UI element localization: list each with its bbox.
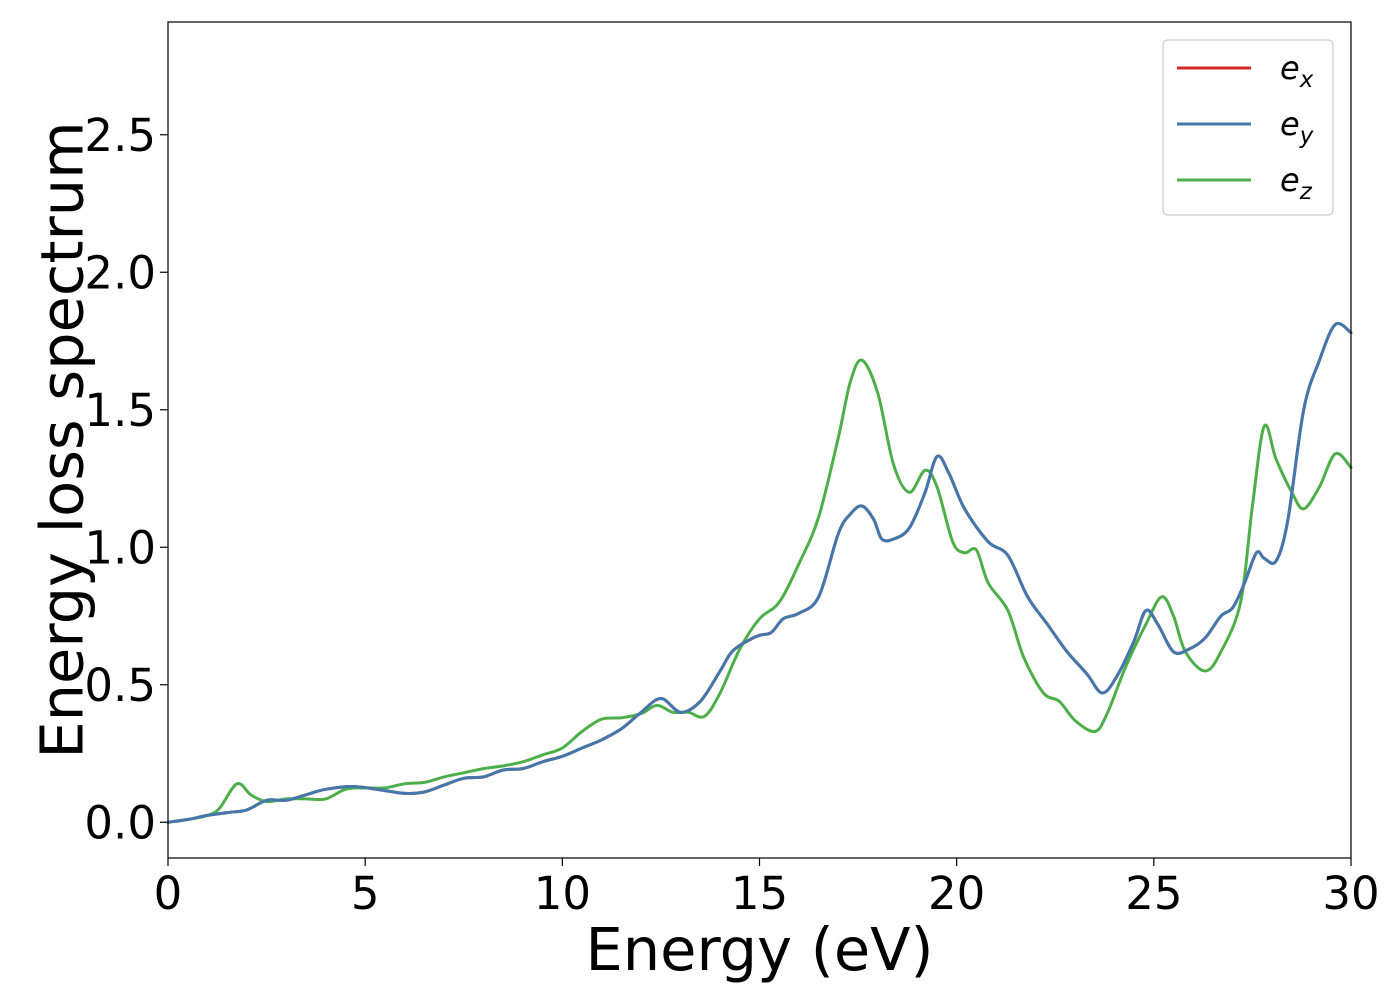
x-tick-label: 5 — [351, 867, 380, 920]
x-axis-label: Energy (eV) — [585, 915, 933, 984]
series-line-ey — [166, 321, 1353, 824]
x-tick-label: 25 — [1125, 867, 1182, 920]
x-tick-label: 10 — [534, 867, 591, 920]
x-tick-label: 30 — [1322, 867, 1379, 920]
y-axis: 0.0 0.5 1.0 1.5 2.0 2.5 — [84, 109, 168, 849]
x-axis: 0 5 10 15 20 25 30 — [154, 858, 1380, 920]
legend-label: ey — [1280, 105, 1314, 149]
series-lines — [166, 321, 1353, 824]
legend-label: ez — [1280, 161, 1313, 205]
y-tick-label: 2.0 — [84, 246, 156, 299]
y-axis-label: Energy loss spectrum — [28, 121, 97, 758]
legend-label: ex — [1280, 49, 1314, 93]
plot-frame — [167, 21, 1352, 859]
x-tick-label: 0 — [154, 867, 183, 920]
x-tick-label: 15 — [731, 867, 788, 920]
y-tick-label: 0.0 — [84, 796, 156, 849]
y-tick-label: 1.0 — [84, 521, 156, 574]
series-line-ez — [166, 358, 1353, 824]
legend-label-main: e — [1280, 105, 1300, 143]
y-tick-label: 0.5 — [84, 659, 156, 712]
legend-label-sub: x — [1299, 67, 1314, 93]
legend-label-main: e — [1280, 161, 1300, 199]
legend-label-sub: y — [1299, 123, 1314, 149]
y-tick-label: 1.5 — [84, 384, 156, 437]
plot-background — [168, 22, 1351, 858]
legend-label-main: e — [1280, 49, 1300, 87]
x-tick-label: 20 — [928, 867, 985, 920]
legend-box — [1162, 39, 1334, 216]
y-tick-label: 2.5 — [84, 109, 156, 162]
legend-label-sub: z — [1299, 179, 1313, 205]
